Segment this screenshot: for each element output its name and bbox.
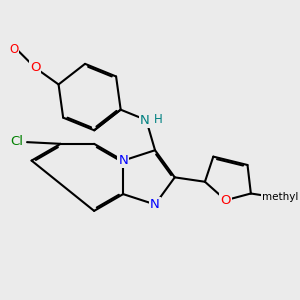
Text: N: N <box>140 114 149 127</box>
Text: methyl: methyl <box>262 192 298 202</box>
Text: N: N <box>150 198 160 211</box>
Text: O: O <box>220 194 231 207</box>
Text: O: O <box>30 61 40 74</box>
Text: H: H <box>154 113 163 126</box>
Text: Cl: Cl <box>10 135 23 148</box>
Text: N: N <box>118 154 128 167</box>
Text: O: O <box>9 43 19 56</box>
